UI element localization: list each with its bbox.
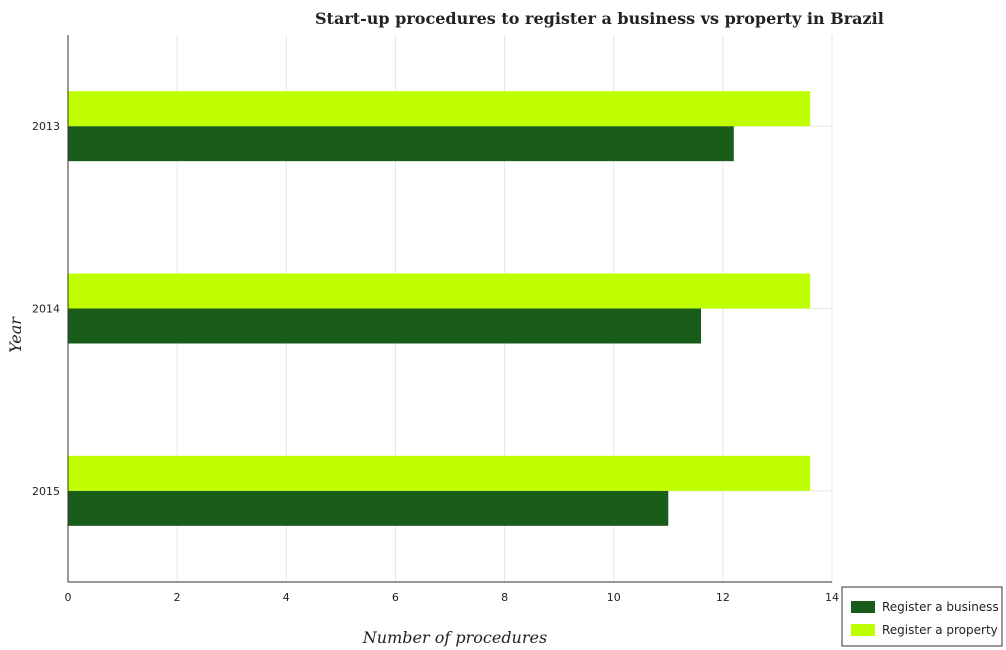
y-tick-label: 2013: [32, 120, 60, 133]
y-tick-label: 2014: [32, 303, 60, 316]
chart-title: Start-up procedures to register a busine…: [315, 9, 884, 28]
x-tick-label: 2: [174, 591, 181, 604]
legend-box: [841, 586, 1003, 647]
bar-register-a-business-2014: [68, 308, 702, 344]
bar-register-a-property-2015: [68, 455, 811, 491]
legend-swatch: [851, 601, 875, 613]
x-tick-label: 10: [607, 591, 621, 604]
legend-swatch: [851, 624, 875, 636]
y-tick-label: 2015: [32, 485, 60, 498]
bar-register-a-business-2015: [68, 490, 669, 526]
bars: [68, 91, 811, 526]
bar-register-a-property-2014: [68, 273, 811, 309]
x-axis-label: Number of procedures: [362, 628, 547, 647]
x-tick-label: 14: [825, 591, 839, 604]
bar-register-a-property-2013: [68, 91, 811, 127]
x-tick-label: 8: [501, 591, 508, 604]
legend-label: Register a property: [882, 623, 998, 637]
y-axis-label: Year: [6, 316, 25, 353]
x-tick-label: 12: [716, 591, 730, 604]
legend: Register a business Register a property: [841, 586, 1003, 647]
bar-register-a-business-2013: [68, 126, 734, 162]
legend-label: Register a business: [882, 600, 999, 614]
x-tick-label: 0: [65, 591, 72, 604]
axes: 0 2 4 6 8 10 12 14 2013 2014 2015: [32, 35, 839, 604]
x-tick-label: 6: [392, 591, 399, 604]
x-tick-label: 4: [283, 591, 290, 604]
